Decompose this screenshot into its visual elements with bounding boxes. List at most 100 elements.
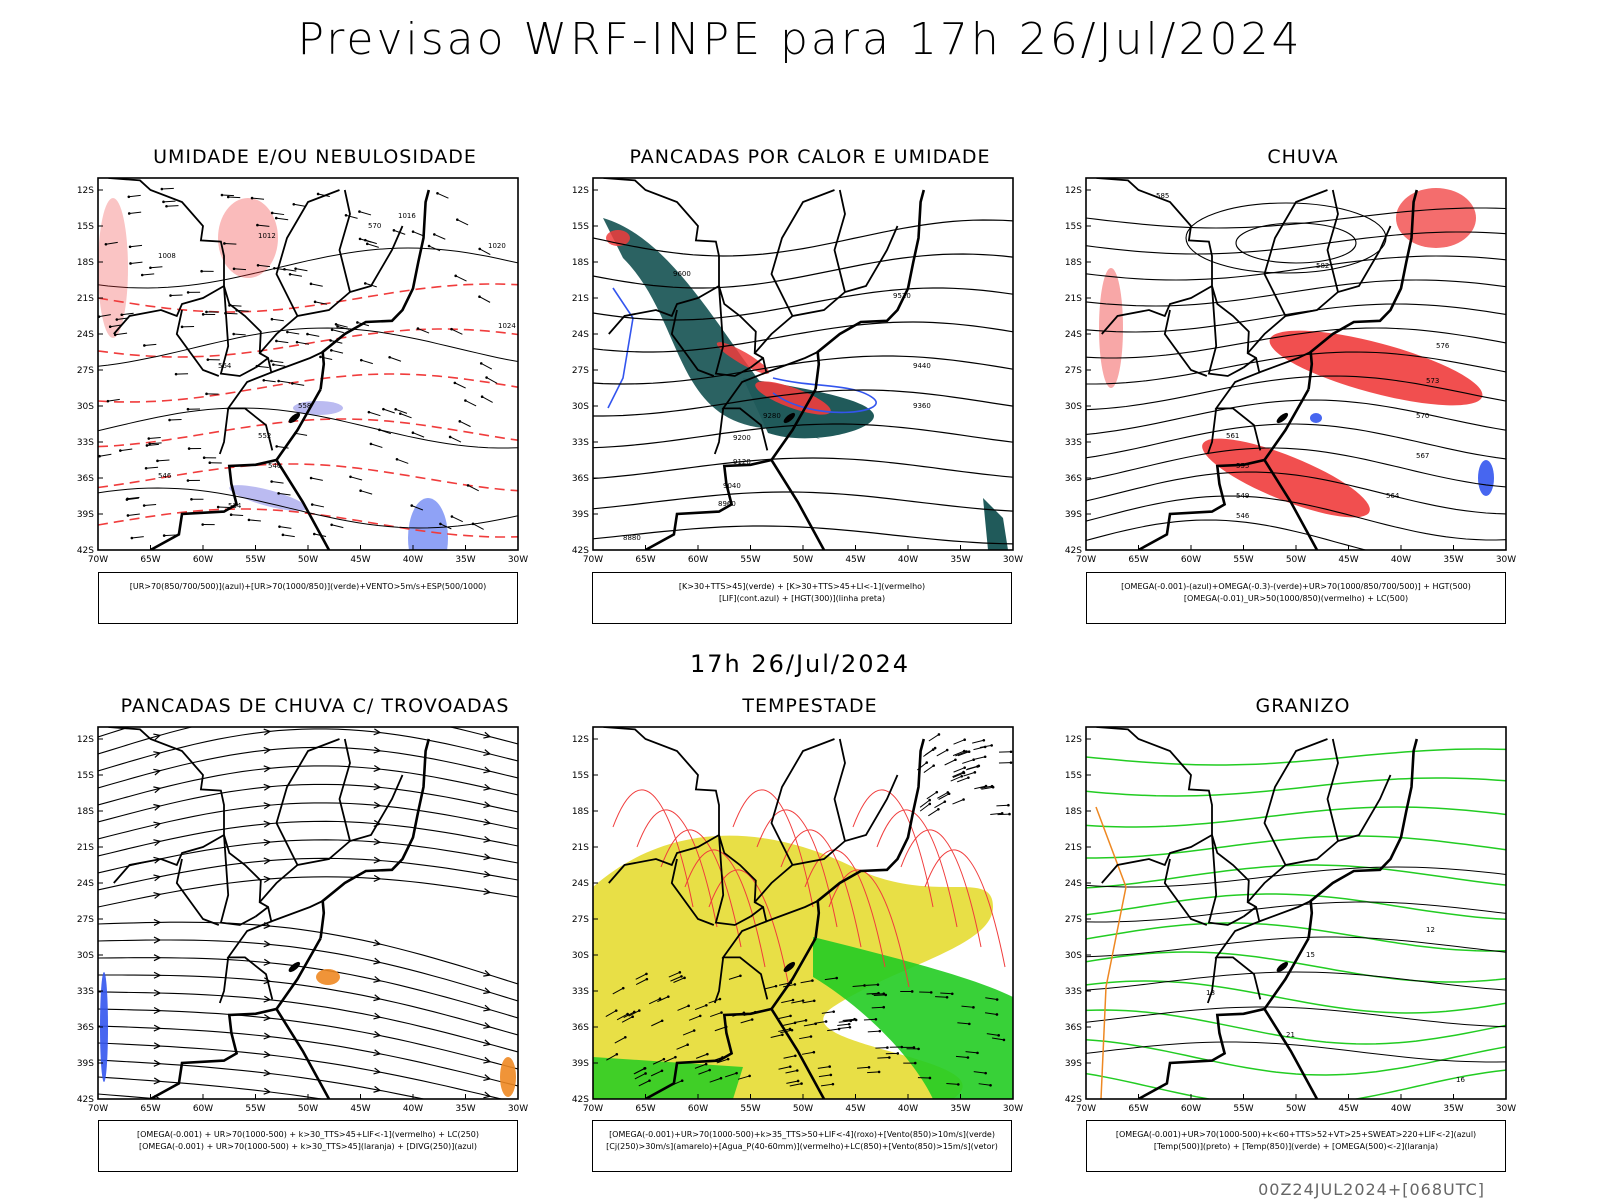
lon-tick-label: 45W xyxy=(350,1104,370,1114)
contour-label: 9440 xyxy=(913,362,931,370)
lon-tick-label: 65W xyxy=(1128,1104,1148,1114)
lon-tick-label: 60W xyxy=(688,555,708,565)
legend-line: [OMEGA(-0.001) + UR>70(1000-500) + k>30_… xyxy=(138,1142,478,1151)
lon-tick-label: 45W xyxy=(350,555,370,565)
panel-pancadas_calor: PANCADAS POR CALOR E UMIDADE 9600 9520 9440… xyxy=(565,146,1055,616)
lon-tick-label: 40W xyxy=(1391,1104,1411,1114)
contour-label: 585 xyxy=(1156,192,1169,200)
lon-tick-label: 50W xyxy=(298,555,318,565)
contour-label: 567 xyxy=(1416,452,1429,460)
lon-tick-label: 65W xyxy=(635,1104,655,1114)
lat-tick-label: 30S xyxy=(572,951,589,961)
lat-tick-label: 21S xyxy=(572,294,589,304)
lon-tick-label: 30W xyxy=(1003,1104,1023,1114)
lat-tick-label: 18S xyxy=(1065,807,1082,817)
legend-line: [OMEGA(-0.001) + UR>70(1000-500) + k>30_… xyxy=(136,1130,480,1139)
lat-tick-label: 24S xyxy=(572,330,589,340)
contour-label: 558 xyxy=(298,402,311,410)
panel-umidade: UMIDADE E/OU NEBULOSIDADE 1012 1016 1020 102… xyxy=(70,146,560,616)
lat-tick-label: 30S xyxy=(77,402,94,412)
lon-tick-label: 55W xyxy=(1233,1104,1253,1114)
lat-tick-label: 27S xyxy=(1065,366,1082,376)
lat-tick-label: 36S xyxy=(1065,1023,1082,1033)
lon-tick-label: 35W xyxy=(1443,555,1463,565)
lat-tick-label: 36S xyxy=(572,1023,589,1033)
contour-label: 1012 xyxy=(258,232,276,240)
lat-tick-label: 21S xyxy=(572,843,589,853)
contour-label: 561 xyxy=(1226,432,1239,440)
lat-tick-label: 36S xyxy=(77,474,94,484)
lat-tick-label: 33S xyxy=(77,987,94,997)
legend-line: [OMEGA(-0.01)_UR>50(1000/850)(vermelho) … xyxy=(1183,594,1409,603)
lat-tick-label: 18S xyxy=(572,258,589,268)
lon-tick-label: 35W xyxy=(1443,1104,1463,1114)
lat-tick-label: 12S xyxy=(77,186,94,196)
panel-title: PANCADAS POR CALOR E UMIDADE xyxy=(629,146,991,168)
contour-label: 576 xyxy=(1436,342,1450,350)
main-title: Previsao WRF-INPE para 17h 26/Jul/2024 xyxy=(297,14,1303,65)
map-geography xyxy=(1096,727,1419,1099)
lat-tick-label: 39S xyxy=(572,1059,589,1069)
lon-tick-label: 65W xyxy=(140,1104,160,1114)
lat-tick-label: 24S xyxy=(77,330,94,340)
panel-title: CHUVA xyxy=(1267,146,1339,168)
lat-tick-label: 27S xyxy=(77,366,94,376)
contour-label: 570 xyxy=(368,222,381,230)
lat-tick-label: 39S xyxy=(77,1059,94,1069)
contour-label: 9200 xyxy=(733,434,751,442)
lon-tick-label: 65W xyxy=(140,555,160,565)
lon-tick-label: 50W xyxy=(793,1104,813,1114)
legend-box: [OMEGA(-0.001)+UR>70(1000-500)+k<60+TTS>… xyxy=(1086,1120,1506,1172)
lat-tick-label: 42S xyxy=(77,546,94,556)
lat-tick-label: 18S xyxy=(1065,258,1082,268)
lat-tick-label: 15S xyxy=(1065,222,1082,232)
lat-tick-label: 30S xyxy=(572,402,589,412)
legend-line: [UR>70(850/700/500)](azul)+[UR>70(1000/8… xyxy=(129,582,487,591)
legend-box: [OMEGA(-0.001) + UR>70(1000-500) + k>30_… xyxy=(98,1120,518,1172)
lat-tick-label: 36S xyxy=(572,474,589,484)
panel-tempestade: TEMPESTADE 12S 15S 18S 21S 24S 27S 30S 33S 36S 39S… xyxy=(565,695,1055,1165)
lon-tick-label: 50W xyxy=(1286,555,1306,565)
contour-label: 16 xyxy=(1456,1076,1465,1084)
lat-tick-label: 39S xyxy=(77,510,94,520)
lon-tick-label: 30W xyxy=(508,1104,528,1114)
lat-tick-label: 33S xyxy=(572,438,589,448)
lon-tick-label: 55W xyxy=(740,555,760,565)
lon-tick-label: 45W xyxy=(845,1104,865,1114)
lat-tick-label: 27S xyxy=(1065,915,1082,925)
lon-tick-label: 45W xyxy=(1338,1104,1358,1114)
contour-label: 570 xyxy=(1416,412,1429,420)
lat-tick-label: 24S xyxy=(572,879,589,889)
lon-tick-label: 70W xyxy=(1076,1104,1096,1114)
contour-label: 1008 xyxy=(158,252,176,260)
lon-tick-label: 45W xyxy=(845,555,865,565)
legend-box: [OMEGA(-0.001)-(azul)+OMEGA(-0.3)-(verde… xyxy=(1086,572,1506,624)
legend-line: [OMEGA(-0.001)+UR>70(1000-500)+k<60+TTS>… xyxy=(1115,1130,1477,1139)
lat-tick-label: 30S xyxy=(77,951,94,961)
lat-tick-label: 39S xyxy=(1065,1059,1082,1069)
lon-tick-label: 30W xyxy=(1003,555,1023,565)
lat-tick-label: 36S xyxy=(77,1023,94,1033)
lon-tick-label: 30W xyxy=(1496,555,1516,565)
contour-label: 8960 xyxy=(718,500,736,508)
lon-tick-label: 50W xyxy=(793,555,813,565)
lon-tick-label: 70W xyxy=(583,555,603,565)
lon-tick-label: 55W xyxy=(740,1104,760,1114)
contour-label: 573 xyxy=(1426,377,1439,385)
lon-tick-label: 40W xyxy=(898,1104,918,1114)
lat-tick-label: 42S xyxy=(1065,546,1082,556)
lat-tick-label: 24S xyxy=(1065,879,1082,889)
lat-tick-label: 21S xyxy=(1065,294,1082,304)
panel-granizo: GRANIZO 12 15 18 21 16 12S 15S 18S 21S 24S 27S 30S 33… xyxy=(1058,695,1548,1165)
map-pancadas_calor: 9600 9520 9440 9360 9280 9200 9120 9040 8960 8880… xyxy=(572,177,1023,565)
lon-tick-label: 35W xyxy=(950,1104,970,1114)
contour-label: 12 xyxy=(1426,926,1435,934)
lat-tick-label: 39S xyxy=(572,510,589,520)
contour-label: 9280 xyxy=(763,412,781,420)
lat-tick-label: 33S xyxy=(572,987,589,997)
lon-tick-label: 40W xyxy=(898,555,918,565)
lat-tick-label: 12S xyxy=(1065,735,1082,745)
